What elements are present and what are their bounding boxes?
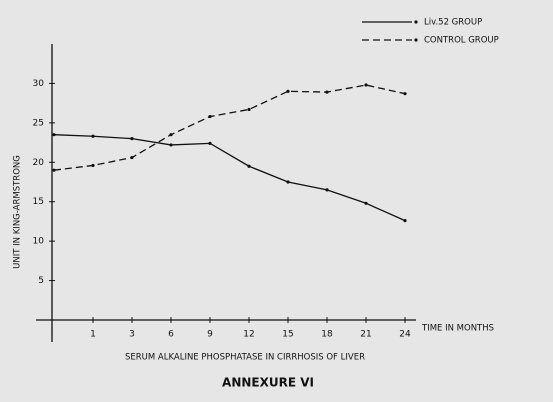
x-tick-label: 24 [399,330,411,340]
y-tick-label: 25 [33,118,44,128]
data-point [364,201,368,205]
legend-label: CONTROL GROUP [424,36,499,46]
y-tick-label: 30 [33,79,45,89]
x-tick-label: 18 [321,330,333,340]
x-tick-label: 12 [243,330,254,340]
data-point [403,219,407,223]
data-point [130,155,134,160]
data-point [208,141,212,145]
y-tick-label: 10 [33,237,45,247]
y-tick-label: 20 [33,158,45,168]
data-point [91,134,95,138]
data-point [169,143,173,147]
y-tick-label: 5 [38,276,44,286]
x-tick-label: 1 [90,330,96,340]
x-tick-label: 15 [282,330,293,340]
data-point [208,114,212,119]
x-axis-label: TIME IN MONTHS [421,324,494,334]
chart-title: SERUM ALKALINE PHOSPHATASE IN CIRRHOSIS … [125,353,365,363]
data-point [247,164,251,168]
legend-dot [414,38,418,42]
data-point [169,133,173,137]
data-point [91,163,95,168]
y-axis-label: UNIT IN KING-ARMSTRONG [13,155,23,269]
data-point [130,137,134,141]
data-point [325,90,329,94]
data-point [403,92,407,96]
data-point [247,107,251,112]
data-point [364,83,368,87]
x-tick-label: 21 [360,330,371,340]
y-tick-label: 15 [33,197,44,207]
data-point [52,168,56,172]
data-point [52,133,56,137]
data-point [325,188,329,192]
legend-dot [414,20,418,24]
data-point [286,180,290,184]
caption: ANNEXURE VI [222,376,314,390]
series-line [53,84,406,171]
x-tick-label: 3 [129,330,135,340]
legend-label: Liv.52 GROUP [424,18,482,28]
series-line [53,134,406,222]
x-tick-label: 9 [207,330,213,340]
data-point [286,89,290,93]
x-tick-label: 6 [168,330,174,340]
